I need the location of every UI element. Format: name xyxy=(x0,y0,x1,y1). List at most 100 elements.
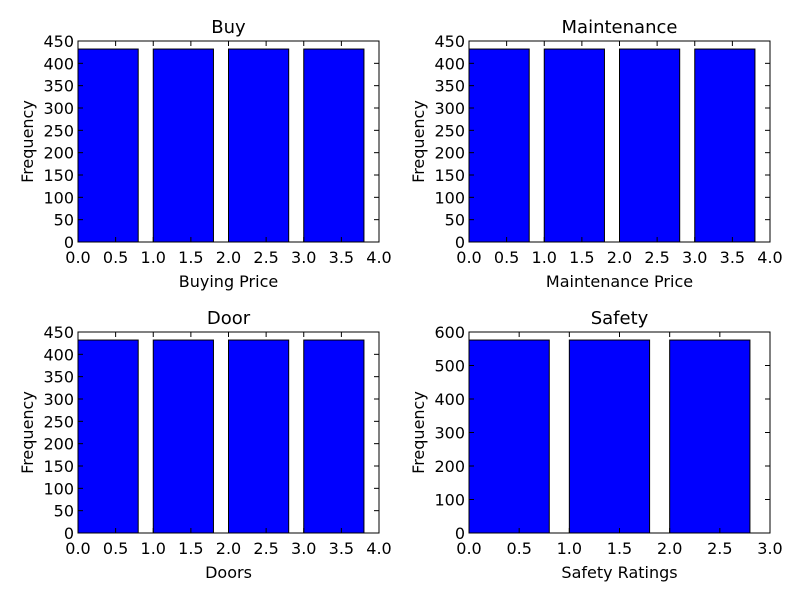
y-tick-label: 400 xyxy=(43,54,74,73)
y-tick-label: 50 xyxy=(54,502,74,521)
x-tick-label: 0.5 xyxy=(103,539,128,558)
bar xyxy=(568,339,651,534)
y-tick-label: 200 xyxy=(434,457,465,476)
bar xyxy=(228,339,290,534)
y-tick-label: 200 xyxy=(434,144,465,163)
x-tick-label: 3.5 xyxy=(329,539,354,558)
y-tick-label: 400 xyxy=(434,54,465,73)
x-tick-label: 1.5 xyxy=(607,539,632,558)
x-tick-label: 3.5 xyxy=(329,248,354,267)
y-axis-label: Frequency xyxy=(409,100,428,183)
subplot-3: 0.0 0.5 1.0 1.5 2.0 2.5 3.0 3.5 4.0 0 50 100 150 200 2… xyxy=(18,308,392,582)
y-tick-label: 0 xyxy=(64,233,74,252)
x-tick-label: 2.5 xyxy=(253,539,278,558)
y-axis-label: Frequency xyxy=(18,100,37,183)
y-tick-label: 100 xyxy=(43,188,74,207)
x-tick-label: 1.0 xyxy=(141,539,166,558)
x-tick-label: 1.0 xyxy=(557,539,582,558)
y-tick-label: 350 xyxy=(434,77,465,96)
y-tick-label: 450 xyxy=(43,32,74,51)
x-axis-label: Safety Ratings xyxy=(561,563,677,582)
y-tick-label: 200 xyxy=(43,144,74,163)
bar xyxy=(77,48,139,243)
y-tick-label: 150 xyxy=(43,166,74,185)
x-tick-label: 3.0 xyxy=(682,248,707,267)
chart-title: Safety xyxy=(591,308,649,329)
x-tick-label: 1.5 xyxy=(569,248,594,267)
x-axis-label: Maintenance Price xyxy=(546,272,693,291)
chart-title: Door xyxy=(207,308,251,329)
x-tick-label: 2.0 xyxy=(657,539,682,558)
y-tick-label: 100 xyxy=(434,491,465,510)
y-tick-label: 250 xyxy=(43,412,74,431)
y-tick-label: 50 xyxy=(54,211,74,230)
bar xyxy=(303,339,365,534)
y-tick-label: 150 xyxy=(434,166,465,185)
x-tick-label: 4.0 xyxy=(757,248,782,267)
x-tick-label: 0.5 xyxy=(103,248,128,267)
bar xyxy=(694,48,756,243)
y-tick-label: 450 xyxy=(43,323,74,342)
y-tick-label: 350 xyxy=(43,368,74,387)
y-tick-label: 300 xyxy=(43,390,74,409)
x-tick-label: 1.5 xyxy=(178,539,203,558)
x-tick-label: 2.0 xyxy=(607,248,632,267)
y-tick-label: 400 xyxy=(43,345,74,364)
y-tick-label: 50 xyxy=(445,211,465,230)
bar xyxy=(303,48,365,243)
x-tick-label: 2.5 xyxy=(644,248,669,267)
y-tick-label: 250 xyxy=(434,121,465,140)
y-tick-label: 0 xyxy=(455,524,465,543)
x-tick-label: 4.0 xyxy=(366,248,391,267)
y-tick-label: 350 xyxy=(43,77,74,96)
x-tick-label: 3.5 xyxy=(720,248,745,267)
y-tick-label: 300 xyxy=(434,424,465,443)
bar xyxy=(152,48,214,243)
x-tick-label: 1.0 xyxy=(141,248,166,267)
y-tick-label: 300 xyxy=(434,99,465,118)
subplot-1: 0.0 0.5 1.0 1.5 2.0 2.5 3.0 3.5 4.0 0 50 100 150 200 2… xyxy=(18,17,392,291)
y-tick-label: 0 xyxy=(64,524,74,543)
y-tick-label: 450 xyxy=(434,32,465,51)
bar xyxy=(468,339,550,534)
y-tick-label: 500 xyxy=(434,357,465,376)
x-tick-label: 2.0 xyxy=(216,248,241,267)
chart-title: Maintenance xyxy=(562,17,678,38)
y-axis-label: Frequency xyxy=(409,391,428,474)
subplot-4: 0.0 0.5 1.0 1.5 2.0 2.5 3.0 0 100 200 300 400 500 600… xyxy=(409,308,783,582)
x-tick-label: 3.0 xyxy=(757,539,782,558)
x-tick-label: 1.0 xyxy=(532,248,557,267)
x-tick-label: 0.0 xyxy=(65,539,90,558)
x-tick-label: 4.0 xyxy=(366,539,391,558)
x-tick-label: 0.0 xyxy=(456,539,481,558)
y-tick-label: 300 xyxy=(43,99,74,118)
bar xyxy=(228,48,290,243)
x-tick-label: 2.5 xyxy=(707,539,732,558)
y-tick-label: 250 xyxy=(43,121,74,140)
y-tick-label: 400 xyxy=(434,390,465,409)
y-tick-label: 100 xyxy=(434,188,465,207)
y-tick-label: 0 xyxy=(455,233,465,252)
bar xyxy=(619,48,681,243)
y-tick-label: 150 xyxy=(43,457,74,476)
x-tick-label: 2.5 xyxy=(253,248,278,267)
bar xyxy=(152,339,214,534)
bar xyxy=(669,339,751,534)
subplot-2: 0.0 0.5 1.0 1.5 2.0 2.5 3.0 3.5 4.0 0 50 100 150 200 2… xyxy=(409,17,783,291)
x-tick-label: 0.5 xyxy=(506,539,531,558)
bar xyxy=(468,48,530,243)
x-tick-label: 0.5 xyxy=(494,248,519,267)
x-tick-label: 1.5 xyxy=(178,248,203,267)
bar xyxy=(543,48,605,243)
y-tick-label: 600 xyxy=(434,323,465,342)
x-tick-label: 2.0 xyxy=(216,539,241,558)
x-tick-label: 0.0 xyxy=(65,248,90,267)
y-axis-label: Frequency xyxy=(18,391,37,474)
x-axis-label: Doors xyxy=(205,563,252,582)
x-axis-label: Buying Price xyxy=(179,272,278,291)
x-tick-label: 0.0 xyxy=(456,248,481,267)
x-tick-label: 3.0 xyxy=(291,539,316,558)
chart-title: Buy xyxy=(211,17,246,38)
y-tick-label: 200 xyxy=(43,435,74,454)
